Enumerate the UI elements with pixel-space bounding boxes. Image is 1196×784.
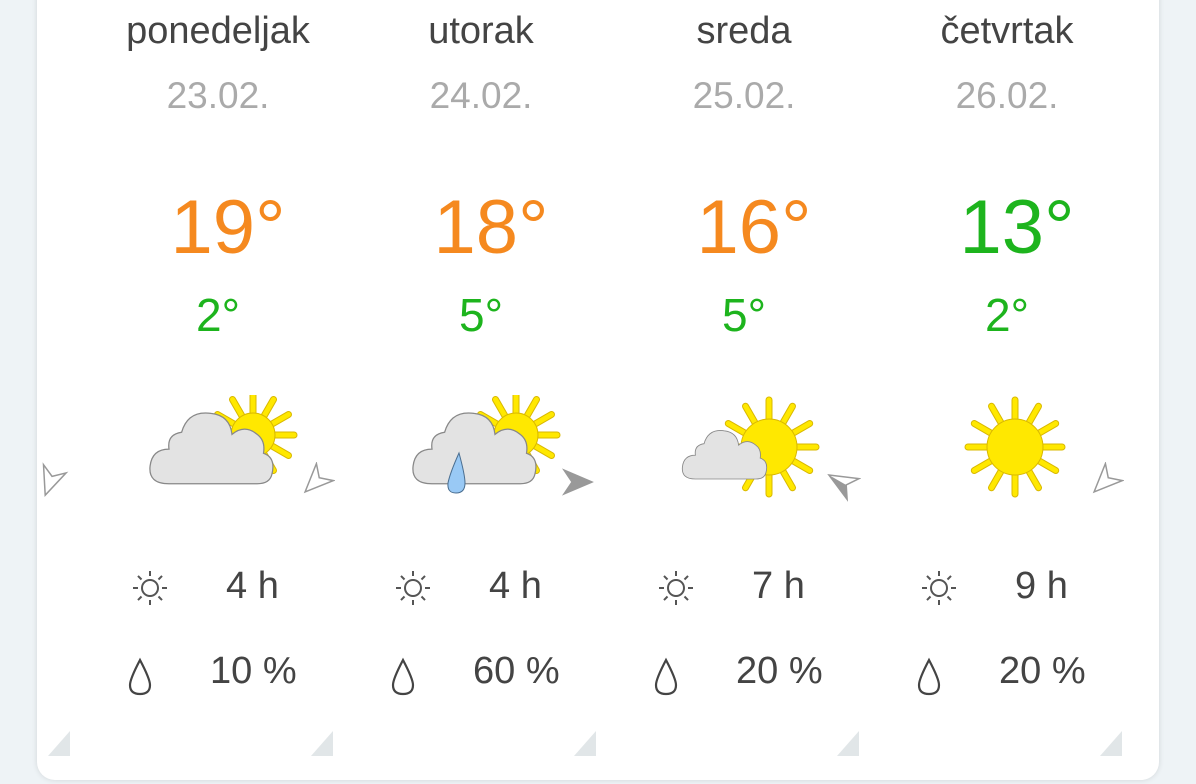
day-column[interactable]: utorak 24.02. 18° 5° 4 h 60 %: [331, 0, 631, 784]
low-temperature: 2°: [196, 289, 240, 341]
day-date: 26.02.: [955, 75, 1059, 116]
resize-corner-icon: [311, 731, 333, 756]
sunshine-hours: 9 h: [857, 563, 1157, 613]
partly-cloudy-rain-weather-icon: [412, 395, 561, 494]
partly-cloudy-weather-icon: [149, 395, 298, 485]
raindrop-icon: [388, 652, 418, 696]
day-date: 23.02.: [166, 75, 270, 116]
sunshine-hours-value: 9 h: [1015, 565, 1068, 607]
low-temperature: 2°: [985, 289, 1029, 341]
sunshine-hours: 7 h: [594, 563, 894, 613]
precipitation-chance: 20 %: [594, 648, 894, 698]
day-name: utorak: [428, 10, 534, 52]
wind-direction-arrow-icon: [30, 462, 70, 502]
sun-icon: [393, 563, 433, 605]
precipitation-chance-value: 60 %: [473, 650, 560, 692]
wind-direction-arrow-icon: [558, 462, 598, 502]
wind-direction-arrow-icon: [1084, 460, 1126, 502]
wind-direction-arrow-icon: [821, 462, 862, 502]
day-column[interactable]: četvrtak 26.02. 13° 2° 9 h 20 %: [857, 0, 1157, 784]
sunshine-hours-value: 7 h: [752, 565, 805, 607]
sun-icon: [919, 563, 959, 605]
day-column[interactable]: sreda 25.02. 16° 5° 7 h 20 %: [594, 0, 894, 784]
high-temperature: 13°: [959, 185, 1075, 270]
resize-corner-icon: [1100, 731, 1122, 756]
sun-icon: [656, 563, 696, 605]
day-name: ponedeljak: [126, 10, 310, 52]
raindrop-icon: [125, 652, 155, 696]
sunshine-hours-value: 4 h: [489, 565, 542, 607]
resize-corner-icon: [574, 731, 596, 756]
precipitation-chance: 20 %: [857, 648, 1157, 698]
day-column[interactable]: ponedeljak 23.02. 19° 2° 4 h 10 %: [68, 0, 368, 784]
low-temperature: 5°: [722, 289, 766, 341]
precipitation-chance: 60 %: [331, 648, 631, 698]
sun-icon: [130, 563, 170, 605]
day-name: četvrtak: [940, 10, 1074, 52]
day-date: 25.02.: [692, 75, 796, 116]
raindrop-icon: [914, 652, 944, 696]
precipitation-chance: 10 %: [68, 648, 368, 698]
high-temperature: 16°: [696, 185, 812, 270]
sunshine-hours-value: 4 h: [226, 565, 279, 607]
forecast-card: [37, 0, 1159, 780]
precipitation-chance-value: 20 %: [736, 650, 823, 692]
sunny-weather-icon: [964, 396, 1066, 498]
sunshine-hours: 4 h: [331, 563, 631, 613]
raindrop-icon: [651, 652, 681, 696]
high-temperature: 19°: [170, 185, 286, 270]
mostly-sunny-weather-icon: [681, 396, 820, 498]
low-temperature: 5°: [459, 289, 503, 341]
wind-direction-arrow-icon: [295, 460, 337, 502]
day-name: sreda: [696, 10, 792, 52]
precipitation-chance-value: 10 %: [210, 650, 297, 692]
precipitation-chance-value: 20 %: [999, 650, 1086, 692]
day-date: 24.02.: [429, 75, 533, 116]
sunshine-hours: 4 h: [68, 563, 368, 613]
resize-corner-icon: [837, 731, 859, 756]
high-temperature: 18°: [433, 185, 549, 270]
resize-corner-icon: [48, 731, 70, 756]
